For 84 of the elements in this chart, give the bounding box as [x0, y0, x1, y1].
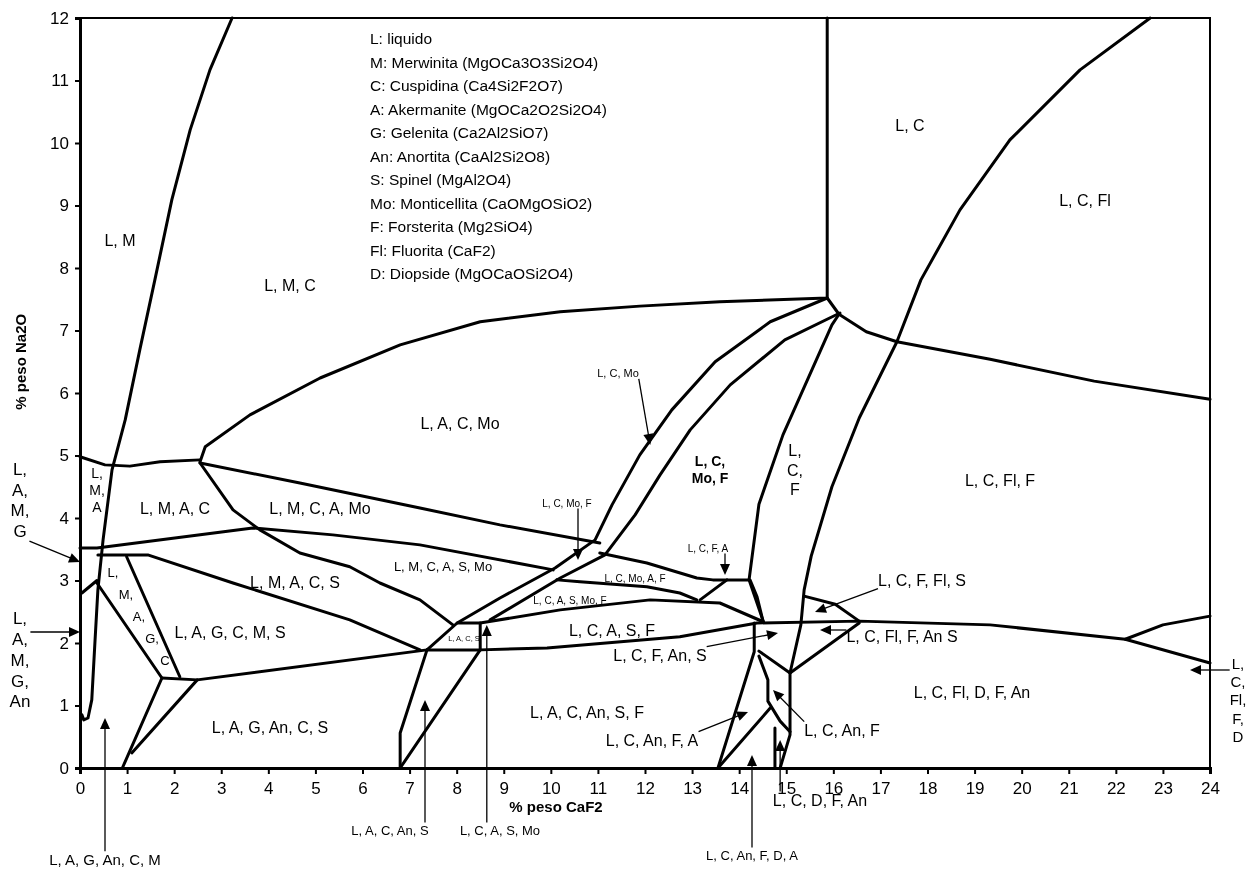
annotation: D: Diopside (MgOCaOSi2O4): [370, 265, 574, 282]
text: L, A, G, An, C, M: [49, 851, 161, 869]
x-tick-label: 20: [1012, 779, 1032, 799]
text: L, A, C, An, S: [351, 822, 429, 838]
y-tick-label: 5: [59, 446, 69, 466]
y-tick-label: 10: [50, 133, 69, 153]
annotation: L, A, C, An, S, F: [530, 703, 645, 721]
annotation: L, C, A, S, Mo, F: [533, 594, 607, 606]
annotation: L, C, A, S, F: [568, 621, 656, 639]
annotation: L, A, G, An, C, S: [211, 718, 329, 736]
annotation: L, A, C, Mo: [420, 414, 500, 432]
x-tick-label: 14: [730, 779, 750, 799]
x-tick-label: 1: [122, 779, 133, 799]
text: L, A, M, G, An: [9, 609, 31, 712]
annotation: M: Merwinita (MgOCa3O3Si2O4): [370, 53, 599, 71]
text: L, C, Fl, F, D: [1229, 654, 1247, 745]
y-tick-label: 6: [59, 383, 69, 403]
annotation: L, C, F, Fl, S: [877, 571, 967, 589]
y-tick-label: 8: [59, 258, 69, 278]
y-tick-label: 7: [59, 321, 69, 341]
annotation: C: Cuspidina (Ca4Si2F2O7): [370, 77, 563, 94]
y-tick-label: 0: [59, 758, 69, 778]
annotation: Mo: Monticellita (CaOMgOSiO2): [370, 194, 593, 212]
text: L, A, M, G: [10, 459, 30, 542]
annotation: L, C, An, F, A: [605, 731, 699, 749]
x-tick-label: 13: [683, 779, 703, 799]
y-tick-label: 2: [59, 633, 69, 653]
x-tick-label: 7: [405, 779, 415, 799]
annotation: L, C, F, An, S: [613, 646, 707, 664]
x-tick-label: 19: [965, 779, 985, 799]
annotation: L, M, A: [89, 464, 105, 515]
annotation: S: Spinel (MgAl2O4): [370, 171, 512, 188]
annotation: L, M: [104, 231, 136, 249]
x-tick-label: 8: [452, 779, 462, 799]
annotation: L, M, C: [264, 276, 316, 294]
annotation: L, C: [895, 116, 925, 134]
annotation: L, M, A, C, S: [250, 573, 340, 591]
annotation: L, C, An, F: [804, 721, 881, 739]
x-tick-label: 21: [1059, 779, 1079, 799]
annotation: L, C, Fl, F: [964, 471, 1036, 489]
annotation: L, C, Fl: [1059, 191, 1111, 209]
annotation: L, C, Mo, F: [691, 453, 729, 487]
annotation: L, C, Mo: [597, 366, 639, 379]
x-tick-label: 2: [169, 779, 180, 799]
x-tick-label: 6: [358, 779, 368, 799]
x-tick-label: 18: [918, 779, 938, 799]
text: L, C, An, F, D, A: [706, 847, 799, 863]
x-tick-label: 17: [871, 779, 891, 799]
annotation: A: Akermanite (MgOCa2O2Si2O4): [370, 100, 607, 118]
y-tick-label: 12: [50, 8, 69, 28]
annotation: L, C, A, S, Mo: [459, 822, 541, 838]
x-tick-label: 24: [1201, 779, 1220, 799]
x-axis-title: % peso CaF2: [509, 798, 603, 815]
annotation: An: Anortita (CaAl2Si2O8): [370, 147, 551, 165]
annotation: L: liquido: [370, 30, 433, 47]
x-tick-label: 22: [1106, 779, 1126, 799]
y-axis-title: % peso Na2O: [12, 313, 29, 410]
y-tick-label: 11: [51, 71, 69, 91]
annotation: L, C, F: [787, 442, 803, 499]
annotation: F: Forsterita (Mg2SiO4): [370, 218, 533, 235]
annotation: L, C, Fl, D, F, An: [913, 683, 1031, 701]
x-tick-label: 5: [311, 779, 321, 799]
x-tick-label: 0: [75, 779, 86, 799]
annotation: L, M, A, G, C: [107, 564, 170, 668]
x-tick-label: 12: [636, 779, 655, 799]
annotation: L, M, A, C: [139, 499, 211, 517]
annotation: L, C, Mo, A, F: [604, 572, 666, 584]
annotation: L, C, Mo, F: [542, 497, 592, 509]
x-tick-label: 9: [499, 779, 509, 799]
y-tick-label: 3: [59, 571, 69, 591]
y-tick-label: 1: [59, 696, 69, 716]
x-tick-label: 10: [541, 779, 561, 799]
y-tick-label: 4: [59, 508, 69, 528]
x-tick-label: 23: [1153, 779, 1173, 799]
y-tick-label: 9: [59, 196, 69, 216]
x-tick-label: 3: [217, 779, 227, 799]
x-tick-label: 4: [264, 779, 274, 799]
annotation: L, M, C, A, Mo: [269, 499, 371, 517]
annotation: L, C, F, A: [687, 542, 729, 554]
annotation: L, A, G, C, M, S: [174, 623, 286, 641]
annotation: Fl: Fluorita (CaF2): [370, 241, 496, 259]
annotation: G: Gelenita (Ca2Al2SiO7): [370, 124, 549, 141]
annotation: L, M, C, A, S, Mo: [393, 558, 493, 574]
x-tick-label: 11: [589, 779, 608, 799]
